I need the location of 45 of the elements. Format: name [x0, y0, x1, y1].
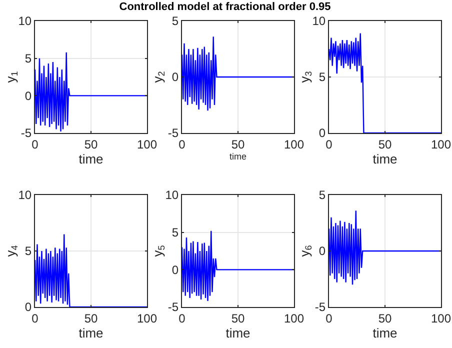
x-tick-label: 100: [136, 137, 158, 152]
y-tick-label: 0: [24, 88, 32, 103]
y-tick-label: 5: [318, 70, 326, 84]
y-tick-label: 0: [318, 126, 326, 140]
x-tick-label: 100: [430, 137, 452, 152]
chart-title: Controlled model at fractional order 0.95: [118, 1, 332, 13]
x-tick-label: 50: [231, 311, 245, 326]
y-tick-label: 0: [24, 300, 32, 314]
x-tick-label: 50: [378, 311, 392, 326]
x-axis-title: time: [78, 151, 104, 166]
y-tick-label: -5: [168, 126, 179, 140]
x-tick-label: 100: [136, 311, 158, 326]
y-tick-label: 5: [318, 188, 326, 202]
line-series: [329, 210, 441, 286]
y-tick-label: 5: [24, 244, 32, 258]
line-series: [182, 36, 294, 112]
y-tick-label: 10: [312, 14, 326, 28]
x-axis-title: time: [372, 325, 398, 340]
y-tick-label: 0: [318, 244, 326, 258]
x-axis-title: time: [372, 151, 398, 166]
x-tick-label: 50: [84, 137, 98, 152]
y-tick-label: -5: [20, 126, 32, 140]
y-tick-label: -5: [314, 300, 326, 314]
line-series: [182, 230, 294, 302]
x-axis-title: time: [78, 325, 104, 340]
x-axis-title: time: [226, 325, 250, 340]
x-tick-label: 50: [378, 137, 392, 152]
x-tick-label: 100: [284, 311, 304, 326]
y-tick-label: 0: [172, 70, 179, 84]
x-axis-title: time: [229, 151, 247, 162]
x-tick-label: 50: [84, 311, 98, 326]
y-tick-label: 5: [172, 226, 179, 240]
line-series: [35, 234, 147, 307]
y-tick-label: 5: [24, 52, 32, 66]
y-tick-label: 10: [165, 188, 179, 202]
y-tick-label: 10: [18, 188, 32, 202]
x-tick-label: 100: [284, 137, 304, 152]
y-tick-label: -5: [168, 300, 179, 314]
line-series: [35, 52, 147, 132]
y-tick-label: 0: [172, 262, 179, 277]
x-tick-label: 100: [430, 311, 452, 326]
x-tick-label: 50: [231, 137, 245, 152]
y-tick-label: 5: [172, 14, 179, 28]
line-series: [329, 32, 441, 133]
y-tick-label: 10: [18, 14, 32, 28]
